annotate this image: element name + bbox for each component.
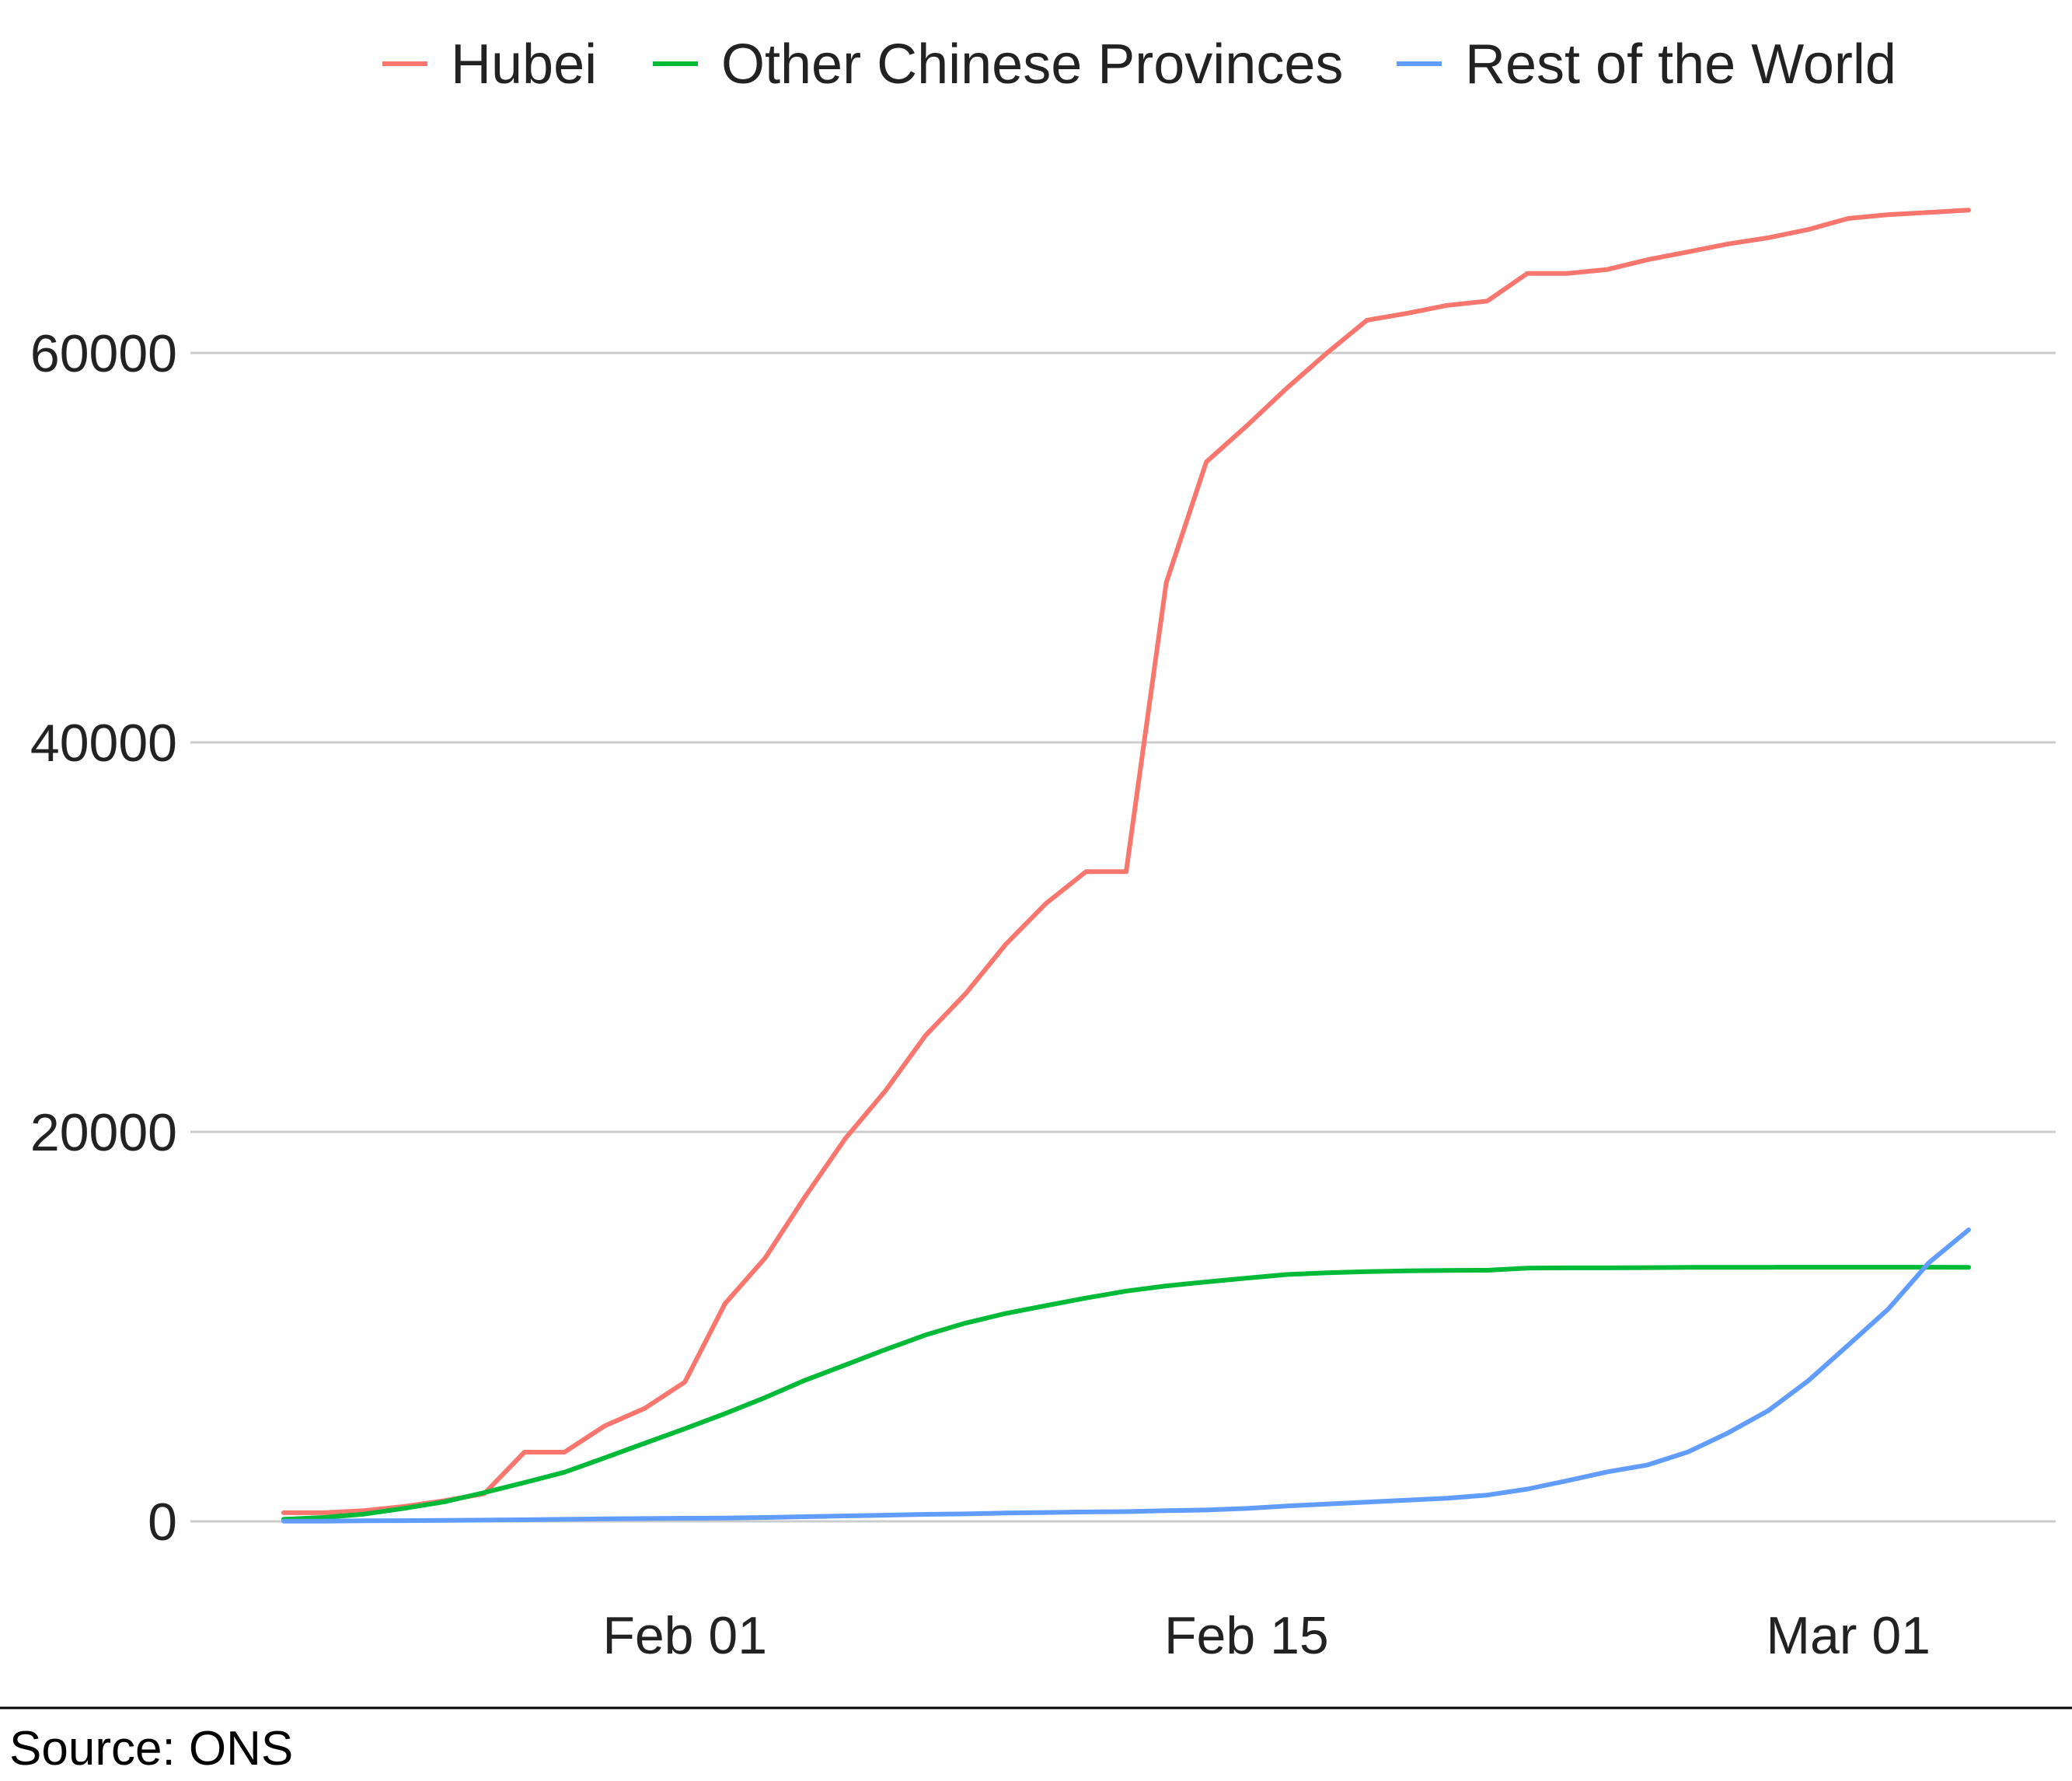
series-line-hubei: [281, 208, 1971, 1515]
y-axis-tick-labels: 0 20000 40000 60000: [30, 324, 177, 1552]
source-caption: Source: ONS: [9, 1722, 293, 1776]
x-tick-label-mar-01: Mar 01: [1766, 1606, 1931, 1665]
series-line-rest-of-the-world: [281, 1227, 1971, 1524]
gridlines: [190, 351, 2056, 1523]
y-tick-label-60000: 60000: [30, 324, 177, 383]
y-tick-label-40000: 40000: [30, 714, 177, 773]
x-tick-label-feb-01: Feb 01: [602, 1606, 767, 1665]
legend-label-other-chinese-provinces: Other Chinese Provinces: [721, 33, 1343, 96]
series-line-other-chinese-provinces: [281, 1265, 1971, 1522]
legend-label-hubei: Hubei: [451, 33, 597, 96]
legend: Hubei Other Chinese Provinces Rest of the …: [382, 33, 1896, 96]
x-axis-tick-labels: Feb 01 Feb 15 Mar 01: [602, 1606, 1931, 1665]
series-lines: [281, 208, 1971, 1524]
y-tick-label-0: 0: [148, 1493, 177, 1552]
x-tick-label-feb-15: Feb 15: [1164, 1606, 1329, 1665]
legend-label-rest-of-the-world: Rest of the World: [1465, 33, 1896, 96]
y-tick-label-20000: 20000: [30, 1103, 177, 1162]
